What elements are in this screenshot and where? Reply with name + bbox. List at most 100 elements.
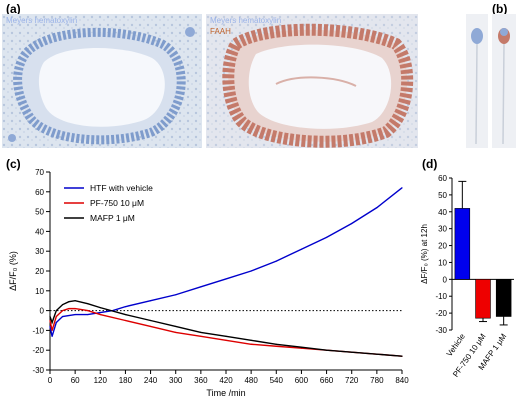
y-tick-label: -10 [32, 326, 44, 335]
x-tick-label: 360 [194, 376, 208, 385]
data-point [175, 325, 177, 328]
bar-2 [495, 279, 512, 317]
bar-y-tick-label: 0 [443, 275, 448, 284]
micrograph-faah-drawing [206, 14, 418, 148]
data-point [225, 339, 227, 341]
data-point [87, 313, 89, 316]
data-point [74, 313, 76, 316]
series-line-2 [49, 299, 403, 357]
y-tick-label: 20 [35, 267, 44, 276]
hematoxylin-label-2: Meyers hematoxylin [210, 16, 282, 25]
x-tick-label: 60 [71, 376, 80, 385]
data-point [250, 343, 252, 345]
panel-label-a: (a) [6, 2, 21, 16]
x-tick-label: 600 [295, 376, 309, 385]
x-tick-label: 180 [119, 376, 133, 385]
data-point [124, 319, 127, 322]
series-line-0 [49, 187, 403, 337]
data-point [74, 308, 76, 310]
data-point [401, 355, 403, 357]
x-tick-label: 420 [219, 376, 233, 385]
bar-y-tick-label: 60 [438, 174, 447, 183]
x-tick-label: 840 [395, 376, 409, 385]
data-point [250, 339, 252, 341]
data-point [376, 207, 378, 209]
data-point [68, 301, 70, 303]
data-point [325, 236, 328, 238]
x-tick-label: 300 [169, 376, 183, 385]
bar-y-tick-label: 40 [438, 208, 447, 217]
legend-label-1: PF-750 10 μM [90, 198, 144, 208]
y-tick-label: -20 [32, 346, 44, 355]
data-point [124, 306, 127, 308]
sperm-2-drawing [498, 28, 510, 145]
data-point [250, 270, 252, 272]
y-tick-label: 10 [35, 287, 44, 296]
x-axis-label: Time /min [206, 388, 245, 398]
legend-label-0: HTF with vehicle [90, 183, 153, 193]
data-point [149, 325, 152, 328]
bar-y-tick-label: -20 [435, 309, 447, 318]
data-point [74, 300, 76, 302]
data-point [149, 300, 152, 302]
data-point [351, 222, 353, 225]
data-point [61, 310, 64, 312]
panel-label-c: (c) [6, 157, 21, 171]
data-point [275, 260, 277, 262]
x-tick-label: 240 [144, 376, 158, 385]
micrograph-faah: Meyers hematoxylin FAAH [206, 14, 418, 148]
data-point [225, 278, 227, 280]
line-chart: -30 -20 -10 0 10 20 30 40 50 60 70 0 60 120 180 240 300 3… [8, 168, 409, 398]
bar-y-tick-label: -10 [435, 292, 447, 301]
y-tick-label: 60 [35, 188, 44, 197]
micrograph-sperm-2 [492, 14, 516, 148]
data-point [49, 319, 51, 322]
data-point [51, 329, 53, 331]
data-point [87, 303, 89, 305]
data-point [351, 351, 353, 353]
x-tick-label: 0 [48, 376, 53, 385]
data-point [149, 319, 152, 322]
data-point [200, 286, 202, 288]
data-point [68, 308, 70, 310]
data-point [49, 325, 51, 328]
data-point [325, 349, 328, 351]
y-tick-label: 50 [35, 208, 44, 217]
faah-label: FAAH [210, 27, 231, 36]
data-point [225, 335, 227, 337]
data-point [55, 315, 57, 318]
x-tick-label: 120 [94, 376, 108, 385]
data-point [99, 313, 101, 316]
series-line-1 [49, 307, 403, 357]
x-tick-label: 660 [320, 376, 334, 385]
bar-y-tick-label: 30 [438, 225, 447, 234]
x-tick-label: 720 [345, 376, 359, 385]
data-point [99, 307, 101, 309]
y-tick-label: 0 [40, 307, 45, 316]
bar-y-tick-label: 20 [438, 242, 447, 251]
panel-label-d: (d) [422, 157, 438, 171]
data-point [300, 248, 303, 250]
data-point [401, 187, 403, 189]
bar-y-tick-label: 50 [438, 191, 447, 200]
data-point [55, 310, 57, 312]
data-point [376, 353, 378, 355]
data-point [61, 304, 64, 306]
x-tick-label: 780 [370, 376, 384, 385]
x-tick-label: 480 [244, 376, 258, 385]
data-point [61, 315, 64, 318]
data-point [300, 346, 303, 348]
y-tick-label: 70 [35, 168, 44, 177]
y-tick-label: 40 [35, 227, 44, 236]
data-point [55, 321, 57, 324]
sperm-1-drawing [471, 28, 483, 145]
data-point [200, 331, 202, 333]
data-point [175, 331, 177, 333]
bar-1 [475, 279, 491, 319]
data-point [275, 345, 277, 347]
bar-y-tick-label: -30 [435, 326, 447, 335]
y-tick-label: 30 [35, 247, 44, 256]
y-axis-label: ΔF/F₀ (%) [8, 251, 18, 291]
x-tick-label: 540 [270, 376, 284, 385]
